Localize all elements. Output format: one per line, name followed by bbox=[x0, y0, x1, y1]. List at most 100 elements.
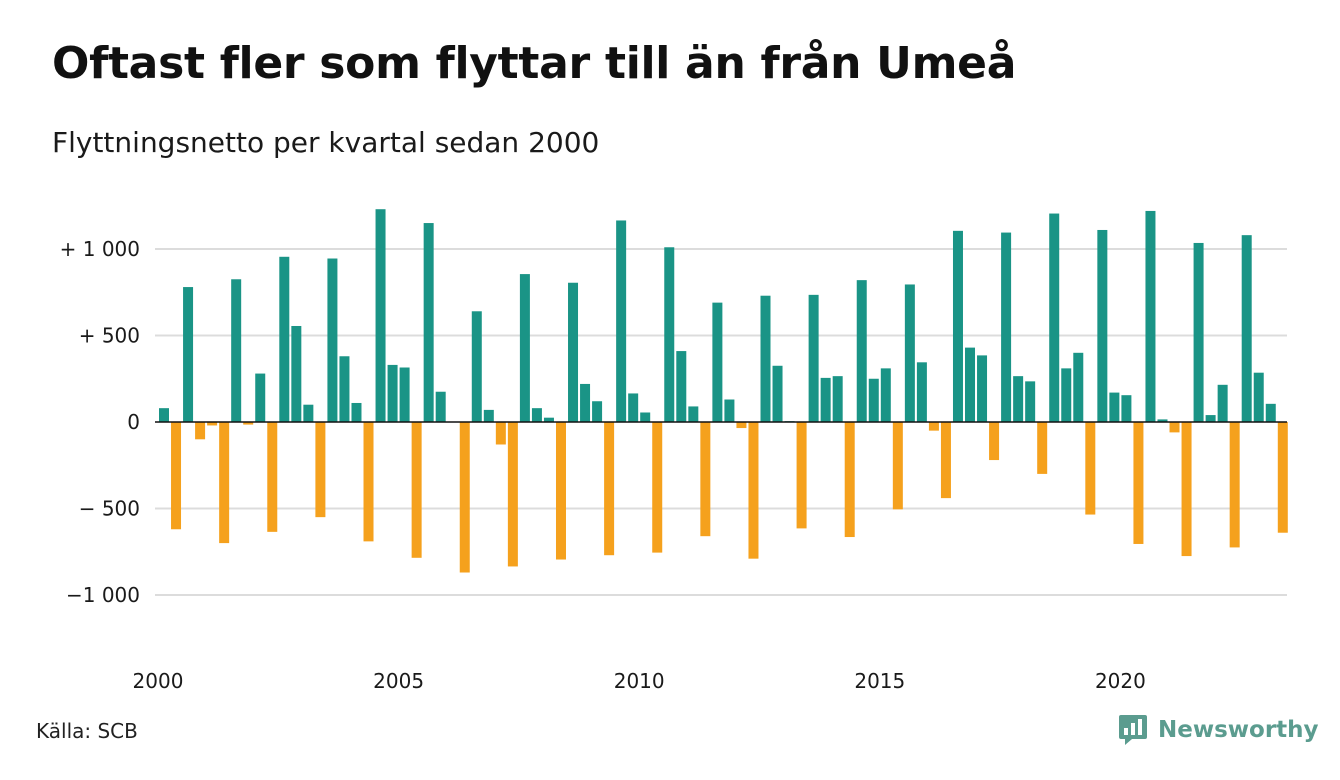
bar bbox=[856, 280, 867, 422]
bar bbox=[255, 373, 266, 422]
bar bbox=[171, 422, 182, 530]
bar bbox=[604, 422, 615, 556]
bar bbox=[724, 399, 735, 422]
bar bbox=[411, 422, 422, 558]
bar bbox=[940, 422, 951, 499]
bar bbox=[1169, 422, 1180, 433]
x-tick-label: 2005 bbox=[373, 669, 424, 693]
bar bbox=[916, 362, 927, 422]
bar bbox=[303, 404, 314, 422]
bar bbox=[1229, 422, 1240, 548]
bar bbox=[892, 422, 903, 510]
bar bbox=[1193, 242, 1204, 422]
bar bbox=[977, 355, 988, 422]
bar bbox=[207, 422, 218, 426]
bar bbox=[1265, 403, 1276, 422]
x-tick-label: 2010 bbox=[614, 669, 665, 693]
bar bbox=[820, 377, 831, 422]
bar bbox=[507, 422, 518, 567]
bar bbox=[231, 279, 242, 422]
bar bbox=[592, 401, 603, 422]
bar bbox=[928, 422, 939, 431]
brand-logo[interactable]: Newsworthy bbox=[1118, 712, 1319, 748]
y-tick-label: − 500 bbox=[79, 497, 140, 521]
bar bbox=[315, 422, 326, 518]
bar bbox=[1241, 235, 1252, 422]
bar bbox=[291, 325, 302, 422]
brand-name: Newsworthy bbox=[1158, 717, 1319, 743]
bar bbox=[543, 417, 554, 422]
bar bbox=[531, 408, 542, 422]
bar bbox=[351, 402, 362, 422]
bar bbox=[459, 422, 470, 573]
bar bbox=[363, 422, 374, 542]
bar bbox=[159, 408, 169, 422]
bar bbox=[1145, 210, 1156, 422]
bar bbox=[483, 409, 494, 422]
y-tick-label: 0 bbox=[127, 410, 140, 434]
bar bbox=[664, 247, 675, 422]
bar bbox=[868, 378, 879, 422]
bar bbox=[183, 287, 194, 422]
bar bbox=[712, 302, 723, 422]
bar bbox=[640, 412, 651, 422]
bar bbox=[423, 223, 434, 422]
bar bbox=[736, 422, 747, 429]
x-tick-label: 2000 bbox=[133, 669, 184, 693]
bars bbox=[159, 209, 1288, 573]
bar bbox=[495, 422, 506, 445]
bar bbox=[1001, 232, 1012, 422]
bar bbox=[1157, 419, 1168, 422]
y-tick-label: −1 000 bbox=[66, 583, 140, 607]
bar bbox=[628, 393, 639, 422]
bar bbox=[1253, 372, 1264, 422]
bar bbox=[880, 368, 891, 422]
bar bbox=[772, 365, 783, 422]
bar bbox=[652, 422, 663, 553]
bar bbox=[1061, 368, 1072, 422]
bar bbox=[267, 422, 278, 532]
bar bbox=[796, 422, 807, 529]
bar bbox=[965, 347, 976, 422]
bar bbox=[1109, 392, 1120, 422]
bar bbox=[904, 284, 915, 422]
bar bbox=[375, 209, 386, 422]
bar bbox=[1013, 376, 1024, 422]
x-tick-label: 2015 bbox=[854, 669, 905, 693]
bar bbox=[760, 295, 771, 422]
bar bbox=[279, 256, 290, 422]
bar bbox=[568, 282, 579, 422]
bar bbox=[580, 383, 591, 422]
bar bbox=[555, 422, 566, 560]
bar bbox=[399, 367, 410, 422]
bar bbox=[1217, 384, 1228, 423]
bar bbox=[243, 422, 254, 425]
bar bbox=[700, 422, 711, 537]
axes: + 1 000 + 500 0 − 500 −1 000 2000 2005 2010 2015… bbox=[60, 237, 1287, 693]
bar bbox=[1277, 422, 1288, 533]
bar bbox=[1073, 352, 1084, 422]
bar bbox=[1085, 422, 1096, 515]
bar bbox=[1205, 415, 1216, 422]
bar bbox=[1133, 422, 1144, 544]
bar bbox=[1181, 422, 1192, 557]
bar bbox=[1025, 381, 1036, 422]
bar bbox=[1121, 395, 1132, 422]
bar bbox=[339, 356, 350, 422]
bar bbox=[844, 422, 855, 538]
newsworthy-logo-icon bbox=[1119, 715, 1147, 745]
bar bbox=[808, 294, 819, 422]
x-tick-label: 2020 bbox=[1095, 669, 1146, 693]
bar bbox=[952, 230, 963, 422]
y-tick-label: + 500 bbox=[79, 324, 140, 348]
bar bbox=[387, 364, 398, 422]
bar bbox=[616, 220, 627, 422]
bar bbox=[471, 311, 482, 422]
bar bbox=[688, 406, 699, 422]
source-note: Källa: SCB bbox=[36, 719, 138, 743]
bar bbox=[748, 422, 759, 559]
bar bbox=[327, 258, 338, 422]
bar bbox=[989, 422, 1000, 461]
